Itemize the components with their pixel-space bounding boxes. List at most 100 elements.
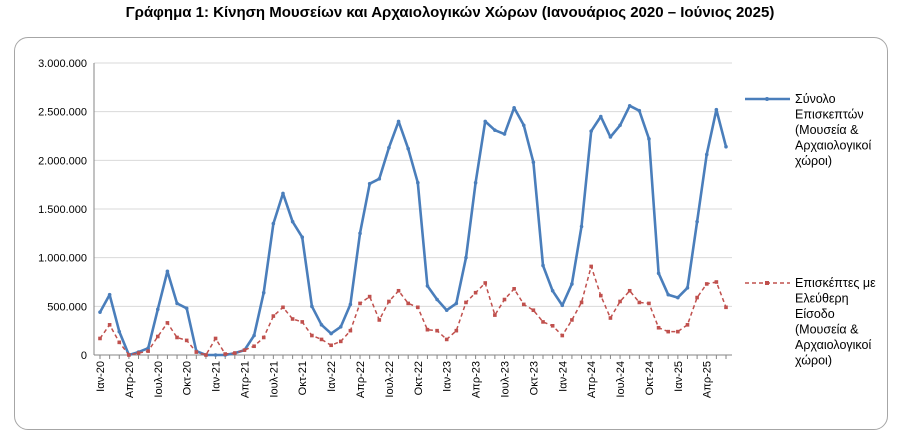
data-point bbox=[416, 305, 420, 310]
data-point bbox=[531, 308, 536, 313]
legend-label: Αρχαιολογικοί bbox=[795, 338, 871, 352]
data-point bbox=[685, 323, 690, 327]
data-point bbox=[213, 336, 218, 341]
data-point bbox=[175, 335, 179, 340]
data-point bbox=[589, 129, 593, 133]
data-point bbox=[136, 351, 141, 355]
data-point bbox=[695, 295, 699, 300]
data-point bbox=[155, 334, 160, 339]
x-tick-label: Ιαν-21 bbox=[211, 361, 223, 392]
data-point bbox=[155, 307, 160, 312]
series-line bbox=[98, 104, 728, 357]
data-point bbox=[252, 344, 256, 349]
data-point bbox=[637, 300, 642, 305]
data-point bbox=[406, 301, 410, 306]
data-point bbox=[589, 264, 593, 269]
x-tick-label: Ιουλ-24 bbox=[615, 361, 627, 398]
data-point bbox=[233, 351, 237, 355]
data-point bbox=[271, 221, 276, 226]
data-point bbox=[550, 288, 555, 293]
legend-label: Ελεύθερη bbox=[795, 292, 849, 306]
data-point bbox=[425, 327, 430, 332]
data-point bbox=[724, 144, 728, 149]
x-tick-label: Ιουλ-21 bbox=[268, 361, 280, 398]
chart-title: Γράφημα 1: Κίνηση Μουσείων και Αρχαιολογ… bbox=[125, 4, 775, 21]
data-point bbox=[175, 301, 179, 306]
x-tick-label: Ιουλ-22 bbox=[384, 361, 396, 398]
data-point bbox=[435, 328, 439, 333]
data-point bbox=[358, 301, 362, 306]
data-point bbox=[464, 300, 468, 305]
data-point bbox=[242, 348, 247, 352]
data-point bbox=[647, 137, 651, 141]
x-tick-label: Οκτ-22 bbox=[413, 361, 425, 395]
legend-label: Σύνολο bbox=[795, 92, 836, 106]
y-tick-label: 0 bbox=[81, 350, 87, 362]
data-point bbox=[146, 346, 150, 350]
data-point bbox=[290, 219, 295, 224]
data-point bbox=[454, 328, 459, 333]
x-axis-tick-labels: Ιαν-20 Απρ-20 Ιουλ-20 Οκτ-20 Ιαν-21 Απρ-21 Ιου… bbox=[95, 361, 714, 398]
data-point bbox=[570, 318, 574, 322]
data-point bbox=[464, 255, 468, 260]
data-point bbox=[444, 308, 449, 313]
data-point bbox=[310, 333, 314, 338]
data-point bbox=[127, 353, 131, 357]
data-point bbox=[107, 292, 112, 297]
gridlines bbox=[94, 62, 732, 307]
data-point bbox=[290, 317, 295, 321]
data-point bbox=[521, 123, 526, 128]
data-point bbox=[512, 287, 516, 291]
x-tick-label: Ιαν-24 bbox=[557, 361, 569, 392]
data-point bbox=[444, 337, 449, 342]
y-tick-label: 2.500.000 bbox=[38, 107, 87, 119]
data-point bbox=[300, 235, 305, 240]
data-point bbox=[493, 128, 497, 132]
legend-label: χώροι) bbox=[795, 154, 832, 168]
data-point bbox=[637, 108, 642, 113]
x-tick-label: Απρ-23 bbox=[471, 361, 483, 398]
data-point bbox=[98, 336, 102, 341]
legend-label: Είσοδο bbox=[795, 307, 835, 321]
x-tick-label: Απρ-21 bbox=[239, 361, 251, 398]
data-point bbox=[358, 231, 362, 236]
x-tick-label: Οκτ-20 bbox=[182, 361, 194, 395]
data-point bbox=[599, 293, 603, 298]
legend-swatch-marker bbox=[765, 281, 769, 285]
data-point bbox=[406, 146, 410, 151]
data-point bbox=[656, 325, 661, 330]
data-point bbox=[599, 114, 603, 119]
data-point bbox=[473, 290, 478, 295]
data-point bbox=[493, 313, 497, 317]
data-point bbox=[281, 305, 285, 310]
data-point bbox=[261, 335, 266, 340]
data-point bbox=[714, 107, 719, 112]
data-point bbox=[184, 306, 189, 311]
data-point bbox=[117, 329, 122, 334]
data-point bbox=[252, 333, 256, 338]
data-point bbox=[165, 269, 170, 274]
x-tick-label: Ιαν-25 bbox=[673, 361, 685, 392]
data-point bbox=[261, 290, 266, 295]
y-tick-label: 3.000.000 bbox=[38, 58, 87, 70]
legend-label: (Μουσεία & bbox=[795, 323, 859, 337]
axes bbox=[93, 63, 732, 359]
data-point bbox=[271, 314, 276, 318]
data-point bbox=[579, 300, 584, 305]
y-tick-label: 1.000.000 bbox=[38, 253, 87, 265]
y-tick-label: 2.000.000 bbox=[38, 155, 87, 167]
data-point bbox=[695, 219, 699, 224]
data-point bbox=[165, 321, 170, 325]
data-point bbox=[338, 324, 343, 329]
x-tick-label: Ιαν-20 bbox=[95, 361, 107, 392]
data-point bbox=[396, 288, 401, 293]
data-point bbox=[387, 145, 391, 150]
data-point bbox=[184, 338, 189, 343]
data-point bbox=[204, 353, 208, 357]
x-tick-label: Απρ-24 bbox=[586, 361, 598, 398]
data-point bbox=[319, 323, 324, 327]
data-point bbox=[608, 135, 613, 139]
legend-label: χώροι) bbox=[795, 354, 832, 368]
data-point bbox=[194, 350, 199, 354]
